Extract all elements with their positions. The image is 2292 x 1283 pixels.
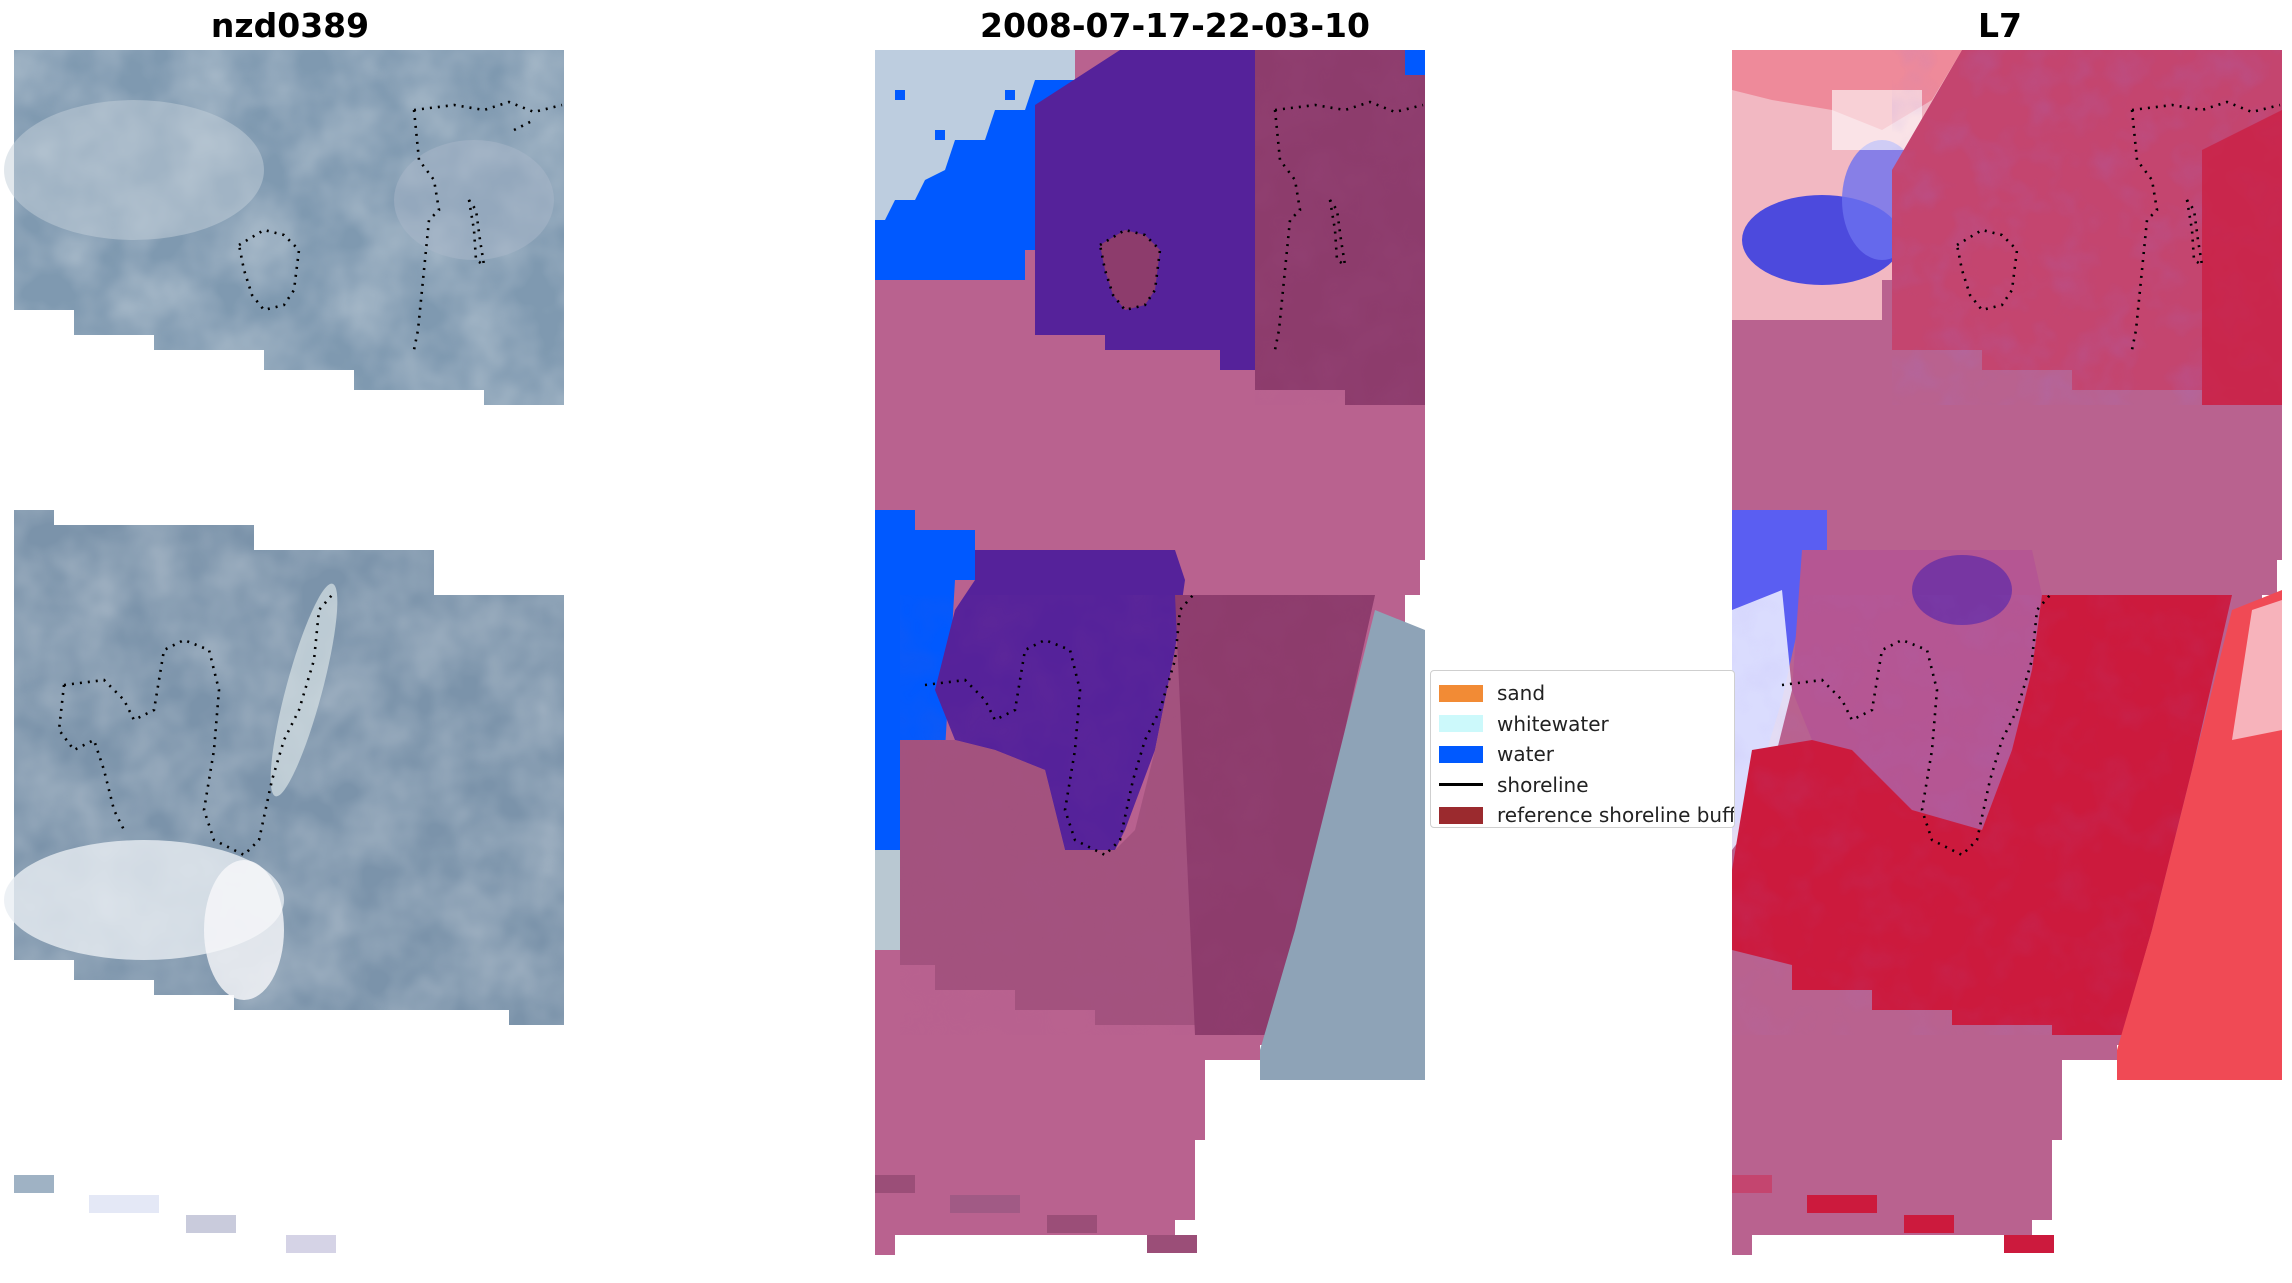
legend-item-water: water <box>1439 739 1724 770</box>
sand-swatch <box>1439 684 1483 702</box>
rgb-top-tile <box>4 50 564 405</box>
reference-buffer-swatch <box>1439 806 1483 824</box>
rgb-satellite-image <box>4 50 564 1253</box>
rgb-bottom-tile <box>4 510 564 1025</box>
water-swatch <box>1439 745 1483 763</box>
index-shoreline <box>1781 100 2281 857</box>
classified-shoreline <box>924 100 1424 857</box>
legend-item-whitewater: whitewater <box>1439 709 1724 740</box>
shoreline-line-icon <box>1439 783 1483 787</box>
legend-label: reference shoreline buffer <box>1497 803 1735 828</box>
index-image <box>1732 50 2282 1255</box>
classified-image <box>875 50 1425 1255</box>
legend-label: shoreline <box>1497 772 1589 797</box>
legend-label: sand <box>1497 681 1546 706</box>
legend-item-reference-shoreline-buffer: reference shoreline buffer <box>1439 800 1734 827</box>
legend-label: water <box>1497 742 1554 767</box>
panel-title-index: L7 <box>1978 6 2022 45</box>
rgb-shoreline <box>57 100 563 857</box>
legend: sand whitewater water shoreline referenc… <box>1430 670 1735 828</box>
panel-title-rgb: nzd0389 <box>210 6 370 45</box>
panel-title-classified: 2008-07-17-22-03-10 <box>980 6 1370 45</box>
legend-item-shoreline: shoreline <box>1439 770 1724 801</box>
legend-label: whitewater <box>1497 711 1609 736</box>
legend-item-sand: sand <box>1439 678 1724 709</box>
whitewater-swatch <box>1439 715 1483 733</box>
